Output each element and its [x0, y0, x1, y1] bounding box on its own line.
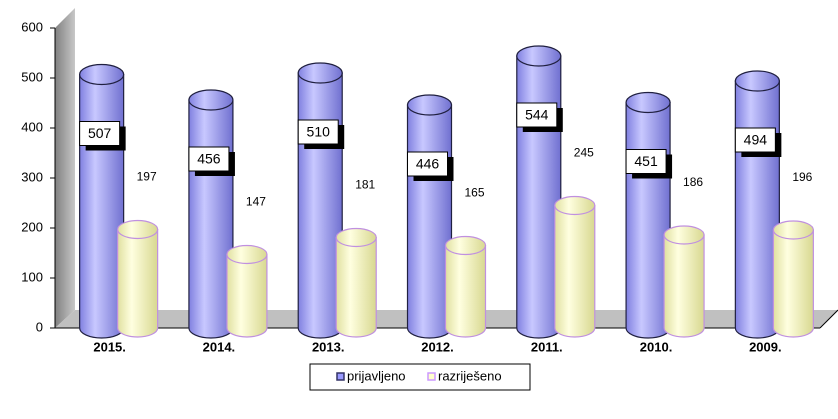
data-label: 544 — [525, 107, 549, 123]
cylinder — [554, 195, 596, 338]
cylinder-top — [406, 94, 453, 116]
x-tick-label: 2012. — [421, 339, 454, 354]
data-label: 494 — [744, 132, 768, 148]
label-box — [516, 102, 558, 128]
label-box — [734, 127, 776, 153]
cylinder-top — [734, 70, 780, 92]
label-box — [297, 119, 339, 145]
label-box — [407, 151, 448, 177]
x-tick-label: 2014. — [203, 339, 236, 354]
side-wall — [55, 8, 75, 328]
data-label: 197 — [137, 170, 157, 184]
cylinder-top — [625, 91, 671, 114]
y-tick-label: 0 — [36, 319, 43, 334]
cylinder-top — [226, 244, 268, 265]
x-tick-label: 2009. — [749, 339, 782, 354]
data-label: 446 — [416, 156, 440, 172]
cylinder-top — [772, 220, 814, 240]
data-label: 196 — [792, 170, 812, 184]
y-tick-label: 500 — [21, 69, 43, 84]
y-tick-label: 300 — [21, 169, 43, 184]
cylinder-body — [335, 236, 377, 338]
data-label: 510 — [307, 124, 331, 140]
cylinder — [117, 219, 159, 338]
data-label: 456 — [197, 151, 221, 167]
data-label: 181 — [355, 178, 375, 192]
label-box — [79, 121, 121, 146]
label-box — [188, 146, 230, 172]
y-tick-label: 200 — [21, 219, 43, 234]
y-tick-label: 100 — [21, 269, 43, 284]
cylinder-top — [297, 62, 343, 84]
legend-marker — [336, 372, 345, 381]
cylinder-top — [188, 89, 234, 111]
x-tick-label: 2011. — [531, 339, 563, 354]
cylinder — [772, 220, 814, 338]
cylinder-body — [772, 229, 814, 338]
cylinder-top — [117, 219, 159, 240]
cylinder-body — [117, 228, 159, 338]
data-label: 165 — [464, 186, 484, 200]
cylinder-top — [554, 195, 596, 216]
y-tick-label: 400 — [21, 119, 43, 134]
cylinder-top — [335, 227, 377, 248]
data-label: 245 — [574, 146, 594, 160]
cylinder-body — [554, 204, 596, 338]
x-tick-label: 2015. — [93, 339, 126, 354]
data-label: 147 — [246, 195, 266, 209]
cylinder-body — [663, 234, 705, 338]
legend-marker — [427, 372, 436, 381]
x-axis-depth — [819, 309, 838, 329]
cylinder-body — [226, 253, 268, 338]
cylinder — [444, 235, 487, 338]
cylinder-top — [444, 235, 487, 256]
cylinder — [335, 227, 377, 338]
x-tick-label: 2013. — [312, 339, 345, 354]
data-label: 186 — [683, 175, 703, 189]
data-label: 507 — [88, 125, 112, 141]
x-tick-label: 2010. — [640, 339, 673, 354]
label-box — [625, 149, 667, 174]
y-tick-label: 600 — [21, 19, 43, 34]
cylinder-top — [663, 225, 705, 245]
legend-label: prijavljeno — [347, 368, 406, 383]
cylinder-top — [516, 45, 562, 67]
cylinder-body — [444, 244, 487, 338]
legend-label: razriješeno — [438, 368, 502, 383]
cylinder-top — [79, 63, 125, 86]
data-label: 451 — [634, 153, 658, 169]
legend — [309, 363, 531, 391]
cylinder — [663, 225, 705, 338]
cylinder — [226, 244, 268, 338]
